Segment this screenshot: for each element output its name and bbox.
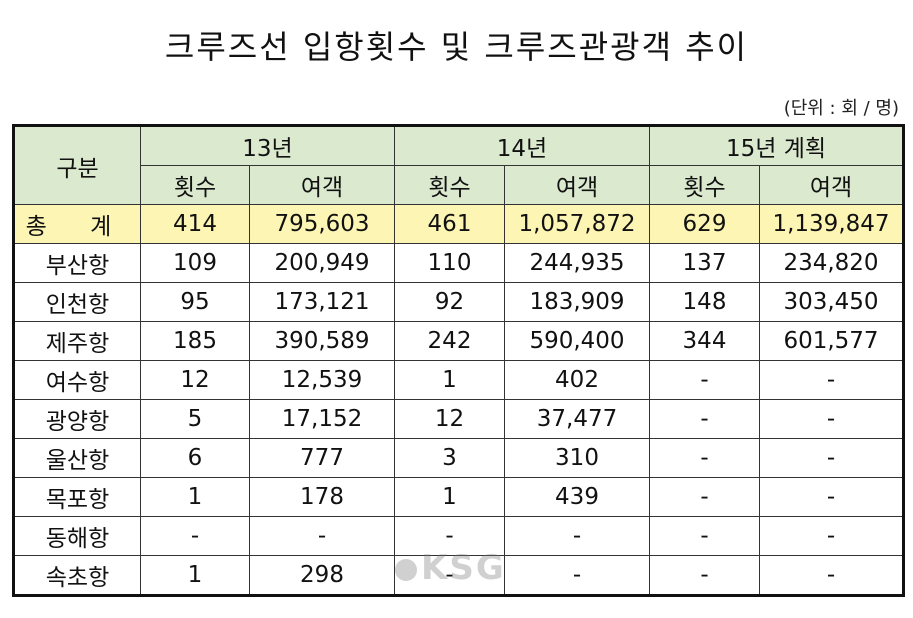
table-cell: 5 — [140, 399, 250, 439]
table-cell: - — [504, 555, 650, 596]
table-cell: 37,477 — [504, 399, 650, 439]
unit-note: (단위 : 회 / 명) — [783, 98, 899, 119]
table-cell: - — [394, 555, 505, 596]
table-row: 인천항 95 173,121 92 183,909 148 303,450 — [13, 282, 904, 322]
table-row: 부산항 109 200,949 110 244,935 137 234,820 — [13, 243, 904, 283]
table-cell: 137 — [649, 243, 760, 283]
table-row: 목포항 1 178 1 439- - — [13, 477, 904, 517]
table-cell: 92 — [394, 282, 505, 322]
table-cell: 1 — [140, 477, 250, 517]
table-cell: 1 — [140, 555, 250, 596]
table-cell: - — [504, 516, 650, 556]
table-cell: 1 — [394, 360, 505, 400]
table-cell: 12 — [140, 360, 250, 400]
table-cell: 178 — [249, 477, 395, 517]
header-year-15: 15년 계획 — [649, 125, 904, 166]
table-cell: 298 — [249, 555, 395, 596]
page-title: 크루즈선 입항횟수 및 크루즈관광객 추이 — [164, 28, 749, 66]
table-body: 부산항 109 200,949 110 244,935 137 234,820 인천항 95 17… — [13, 243, 904, 596]
table-cell: 109 — [140, 243, 250, 283]
data-table: 구분 13년 14년 15년 계획 횟수 여객 횟수 여객 횟수 여객 총 계 … — [12, 124, 905, 597]
table-cell: 390,589 — [249, 321, 395, 361]
table-cell: 795,603 — [249, 204, 395, 244]
header-sub-count: 횟수 — [394, 165, 505, 205]
row-label: 광양항 — [13, 399, 141, 439]
table-cell: - — [759, 438, 904, 478]
table-cell: 344 — [649, 321, 760, 361]
table-cell: - — [249, 516, 395, 556]
table-cell: - — [759, 360, 904, 400]
row-label: 울산항 — [13, 438, 141, 478]
table-row: 광양항 5 17,152 12 37,477- - — [13, 399, 904, 439]
table-row: 동해항 - - - - - - — [13, 516, 904, 556]
table-cell: 110 — [394, 243, 505, 283]
row-label: 부산항 — [13, 243, 141, 283]
header-row-years: 구분 13년 14년 15년 계획 — [13, 125, 904, 205]
row-label: 제주항 — [13, 321, 141, 361]
table-cell: 1,139,847 — [759, 204, 904, 244]
table-cell: 148 — [649, 282, 760, 322]
table-cell: 1 — [394, 477, 505, 517]
table-cell: 242 — [394, 321, 505, 361]
table-cell: 777 — [249, 438, 395, 478]
header-row-sub: 횟수 여객 횟수 여객 횟수 여객 — [13, 165, 904, 205]
table-cell: 629 — [649, 204, 760, 244]
table-cell: 173,121 — [249, 282, 395, 322]
table-cell: - — [649, 438, 760, 478]
table-cell: - — [140, 516, 250, 556]
table-cell: 1,057,872 — [504, 204, 650, 244]
table-cell: 234,820 — [759, 243, 904, 283]
table-row: 제주항 185 390,589 242 590,400 344 601,577 — [13, 321, 904, 361]
table-cell: 601,577 — [759, 321, 904, 361]
table-cell: - — [394, 516, 505, 556]
table-cell: 414 — [140, 204, 250, 244]
total-row: 총 계 414 795,603 461 1,057,872 629 1,139,… — [13, 204, 904, 244]
table-cell: - — [649, 555, 760, 596]
table-cell: - — [759, 555, 904, 596]
table-cell: 461 — [394, 204, 505, 244]
table-cell: 200,949 — [249, 243, 395, 283]
table-cell: 95 — [140, 282, 250, 322]
table-row: 여수항 12 12,539 1 402- - — [13, 360, 904, 400]
table-cell: - — [649, 477, 760, 517]
table-cell: - — [649, 516, 760, 556]
header-sub-count: 횟수 — [649, 165, 760, 205]
table-cell: - — [649, 360, 760, 400]
table-cell: - — [649, 399, 760, 439]
header-year-14: 14년 — [394, 125, 650, 166]
table-cell: - — [759, 399, 904, 439]
table-cell: 439 — [504, 477, 650, 517]
table-cell: - — [759, 516, 904, 556]
table-cell: 402 — [504, 360, 650, 400]
table-cell: 6 — [140, 438, 250, 478]
table-cell: 183,909 — [504, 282, 650, 322]
total-label: 총 계 — [13, 204, 141, 244]
table-cell: 244,935 — [504, 243, 650, 283]
table-row: 울산항 6 777 3 310- - — [13, 438, 904, 478]
row-label: 여수항 — [13, 360, 141, 400]
table-cell: 303,450 — [759, 282, 904, 322]
header-sub-count: 횟수 — [140, 165, 250, 205]
table-cell: 3 — [394, 438, 505, 478]
table-cell: 12,539 — [249, 360, 395, 400]
table-cell: 310 — [504, 438, 650, 478]
table-cell: 590,400 — [504, 321, 650, 361]
row-label: 목포항 — [13, 477, 141, 517]
row-label: 인천항 — [13, 282, 141, 322]
header-year-13: 13년 — [140, 125, 395, 166]
header-sub-passengers: 여객 — [759, 165, 904, 205]
header-sub-passengers: 여객 — [504, 165, 650, 205]
row-label: 동해항 — [13, 516, 141, 556]
row-label: 속초항 — [13, 555, 141, 596]
table-cell: 17,152 — [249, 399, 395, 439]
header-category: 구분 — [13, 125, 141, 205]
header-sub-passengers: 여객 — [249, 165, 395, 205]
table-cell: 12 — [394, 399, 505, 439]
table-cell: 185 — [140, 321, 250, 361]
table-row: 속초항 1 298- - - - — [13, 555, 904, 596]
table-cell: - — [759, 477, 904, 517]
